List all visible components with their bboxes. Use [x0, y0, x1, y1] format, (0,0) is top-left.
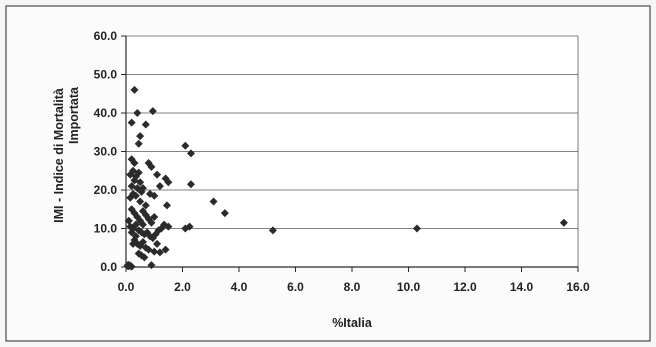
y-axis-title-line-1: IMI - Indice di Mortalità [52, 88, 66, 223]
y-axis-ticks: 0.0 10.0 20.0 30.0 40.0 50.0 60.0 [94, 29, 126, 274]
data-point [131, 232, 140, 241]
data-point [164, 178, 173, 187]
x-tick-label: 0.0 [118, 280, 135, 294]
data-point [162, 201, 171, 210]
x-tick-label: 8.0 [344, 280, 361, 294]
data-point [185, 222, 194, 231]
data-point [164, 222, 173, 231]
y-tick-label: 30.0 [94, 145, 118, 159]
data-point [186, 180, 195, 189]
data-point [209, 197, 218, 206]
data-point [155, 248, 164, 257]
data-point [220, 209, 229, 218]
x-tick-label: 2.0 [174, 280, 191, 294]
data-point [133, 109, 142, 117]
data-point [186, 149, 195, 158]
data-point [147, 218, 156, 227]
x-tick-label: 4.0 [231, 280, 248, 294]
data-point [181, 141, 190, 150]
y-tick-label: 0.0 [100, 260, 117, 274]
y-tick-label: 40.0 [94, 106, 118, 120]
x-tick-label: 16.0 [566, 280, 590, 294]
data-point [134, 139, 143, 148]
data-point [138, 184, 147, 193]
x-axis-ticks: 0.0 2.0 4.0 6.0 8.0 10.0 12.0 14.0 16.0 [118, 267, 590, 294]
data-point [150, 247, 159, 256]
data-point [147, 261, 156, 270]
x-tick-label: 6.0 [287, 280, 304, 294]
data-point [134, 249, 143, 258]
data-point [161, 245, 170, 254]
data-point [559, 218, 568, 227]
data-point [268, 226, 277, 235]
data-point [150, 212, 159, 221]
data-point [129, 239, 138, 248]
data-point [131, 191, 140, 200]
data-point [127, 228, 136, 237]
y-tick-label: 60.0 [94, 29, 118, 43]
data-points [123, 85, 568, 271]
y-axis-title-line-2: Importata [67, 86, 81, 144]
data-point [155, 182, 164, 191]
data-point [153, 239, 162, 248]
data-point [127, 118, 136, 127]
data-point [147, 162, 156, 171]
x-tick-label: 12.0 [453, 280, 477, 294]
data-point [134, 168, 143, 177]
data-point [412, 224, 421, 233]
data-point [141, 201, 150, 210]
gridlines [126, 35, 579, 267]
data-point [130, 85, 139, 94]
data-point [124, 260, 133, 269]
data-point [131, 220, 140, 229]
data-point [138, 220, 147, 229]
data-point [130, 176, 139, 185]
data-point [136, 197, 145, 206]
data-point [153, 170, 162, 179]
data-point [130, 159, 139, 168]
y-tick-label: 10.0 [94, 222, 118, 236]
data-point [124, 216, 133, 225]
data-point [140, 253, 149, 262]
y-tick-label: 20.0 [94, 183, 118, 197]
data-point [133, 184, 142, 193]
data-point [127, 262, 136, 271]
data-point [136, 132, 145, 141]
x-axis-title: %Italia [332, 316, 373, 330]
data-point [141, 120, 150, 129]
data-point [138, 237, 147, 246]
data-point [148, 107, 157, 116]
x-tick-label: 14.0 [510, 280, 534, 294]
data-point [150, 191, 159, 200]
y-tick-label: 50.0 [94, 68, 118, 82]
x-tick-label: 10.0 [397, 280, 421, 294]
